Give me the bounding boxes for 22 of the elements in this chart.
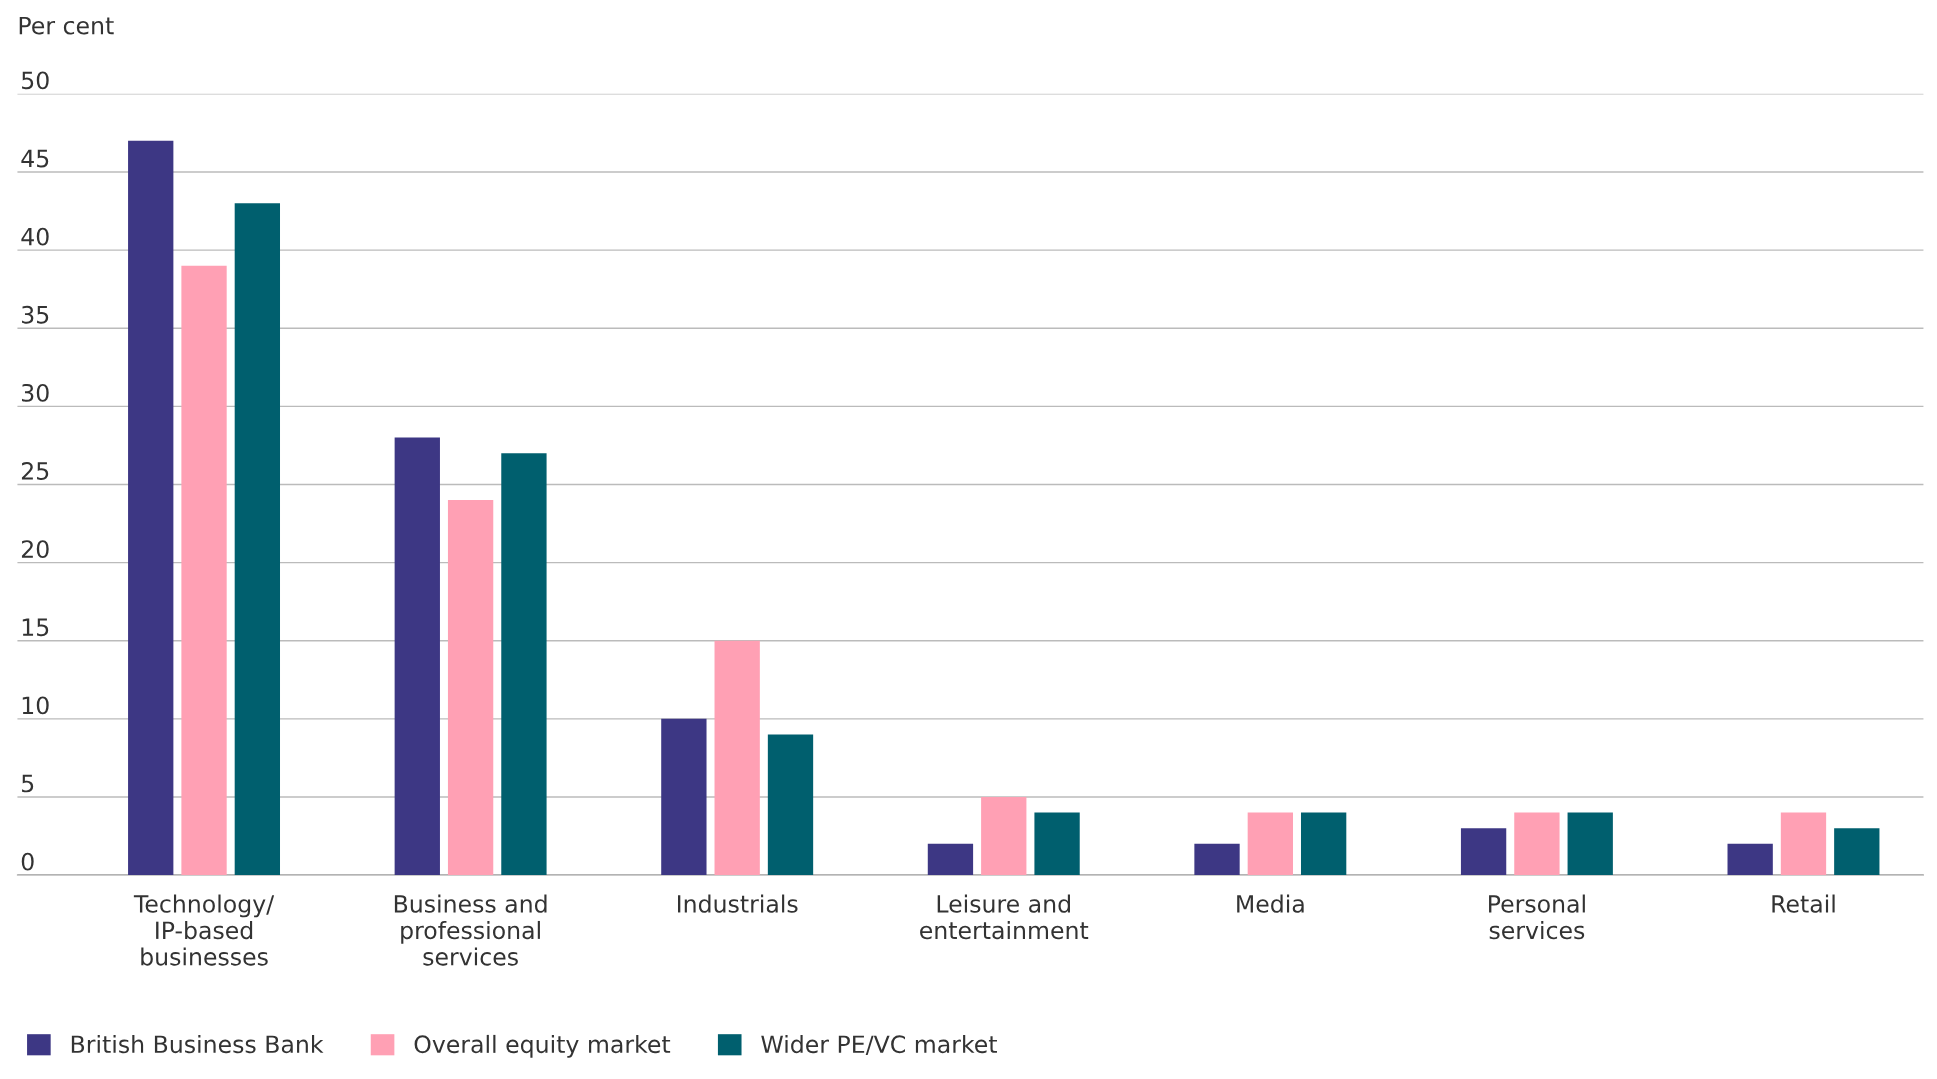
y-tick-label: 25 [21, 462, 49, 480]
x-tick-label: Technology/ IP-based businesses [133, 894, 275, 966]
y-tick-label: 0 [21, 852, 34, 871]
x-tick-label: Business and professional services [394, 894, 547, 966]
x-tick-label: Personal services [1489, 894, 1585, 940]
x-tick-label: Industrials [677, 894, 798, 913]
x-tick-label: Leisure and entertainment [920, 894, 1089, 940]
y-tick-label: 5 [22, 774, 34, 793]
legend-label: Wider PE/VC market [761, 1034, 997, 1056]
y-tick-label: 10 [22, 696, 49, 715]
x-tick-label: Retail [1772, 894, 1835, 913]
y-tick-label: 50 [22, 71, 49, 90]
x-tick-label: Media [1237, 894, 1304, 913]
y-tick-label: 40 [21, 227, 49, 246]
legend-label: Overall equity market [414, 1034, 671, 1058]
y-tick-label: 45 [21, 149, 49, 168]
y-axis-title: Per cent [19, 16, 114, 35]
y-tick-label: 30 [22, 383, 49, 402]
y-tick-label: 15 [22, 618, 49, 637]
y-tick-label: 35 [22, 305, 49, 324]
y-tick-label: 20 [21, 540, 49, 559]
legend-label: British Business Bank [71, 1034, 324, 1054]
